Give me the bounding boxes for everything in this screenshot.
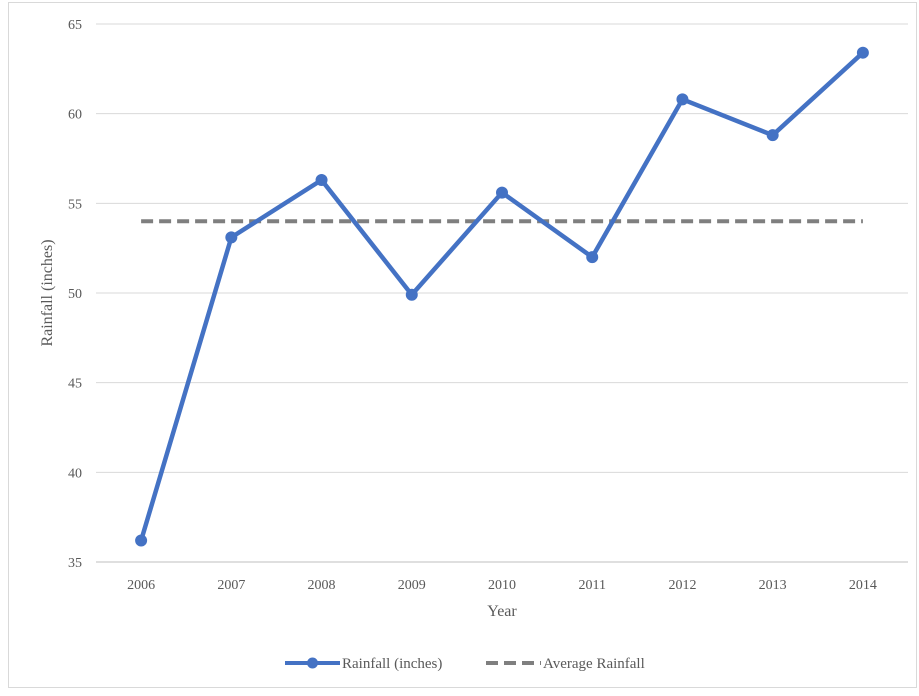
data-point <box>856 46 869 59</box>
y-tick-label: 65 <box>68 18 82 33</box>
x-axis-title: Year <box>487 603 517 620</box>
x-tick-label: 2007 <box>217 578 245 593</box>
x-tick-label: 2008 <box>308 578 336 593</box>
y-axis-title: Rainfall (inches) <box>39 239 56 346</box>
data-point <box>315 174 328 187</box>
data-point <box>225 231 238 244</box>
y-tick-label: 40 <box>68 466 82 481</box>
series-rainfall-inches <box>135 46 869 547</box>
data-point <box>766 129 779 142</box>
legend: Rainfall (inches) Average Rainfall <box>285 656 645 672</box>
x-tick-label: 2011 <box>578 578 605 593</box>
data-point <box>586 251 599 264</box>
series-layer <box>135 46 869 547</box>
y-tick-label: 60 <box>68 108 82 123</box>
x-tick-label: 2009 <box>398 578 426 593</box>
data-point <box>676 93 689 106</box>
y-tick-label: 50 <box>68 287 82 302</box>
legend-label: Average Rainfall <box>543 656 645 672</box>
y-axis-ticks: 35 40 45 50 55 60 65 <box>68 18 82 571</box>
x-tick-label: 2006 <box>127 578 155 593</box>
chart-frame <box>8 2 917 688</box>
x-tick-label: 2012 <box>668 578 696 593</box>
data-point <box>496 186 508 199</box>
legend-item-rainfall-inches: Rainfall (inches) <box>285 656 442 672</box>
x-tick-label: 2013 <box>759 578 787 593</box>
y-tick-label: 55 <box>68 197 82 212</box>
x-tick-label: 2010 <box>488 578 516 593</box>
legend-marker <box>307 657 318 669</box>
legend-label: Rainfall (inches) <box>342 656 442 672</box>
x-axis-ticks: 2006 2007 2008 2009 2010 2011 2012 2013 2014 <box>127 578 877 593</box>
y-tick-label: 35 <box>68 556 82 571</box>
data-point <box>135 534 148 547</box>
legend-item-average-rainfall: Average Rainfall <box>486 656 645 672</box>
data-point <box>405 288 418 301</box>
x-tick-label: 2014 <box>849 578 877 593</box>
gridlines <box>96 23 908 563</box>
y-tick-label: 45 <box>68 377 82 392</box>
